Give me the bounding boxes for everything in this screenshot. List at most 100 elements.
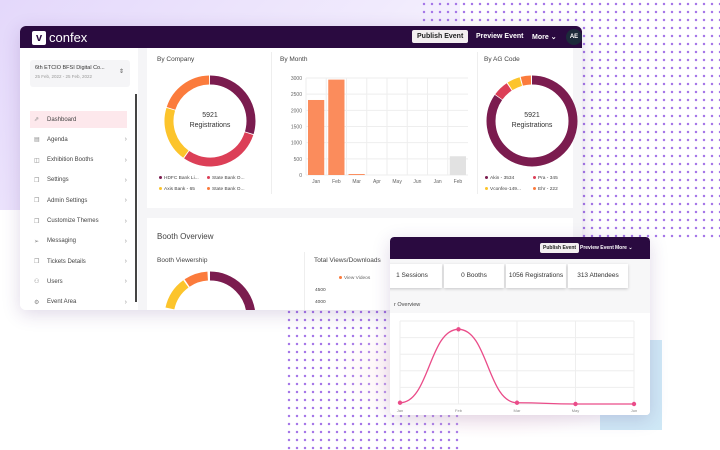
legend-item[interactable]: State Bank O... <box>207 176 245 181</box>
sidebar-item-label: Dashboard <box>47 116 77 123</box>
legend-item[interactable]: Akin - 3534 <box>485 176 514 181</box>
logo[interactable]: v confex <box>32 30 87 45</box>
up-down-icon: ⇕ <box>118 69 124 75</box>
stat-card: 1 Sessions <box>390 264 442 288</box>
y-tick: 4000 <box>315 300 326 305</box>
chevron-right-icon: › <box>124 197 127 205</box>
x-tick-label: May <box>572 408 580 413</box>
x-tick-label: Mar <box>514 408 522 413</box>
x-tick-label: Jan <box>434 179 442 185</box>
center-value: 5921 <box>202 112 218 119</box>
logo-mark: v <box>32 30 46 45</box>
data-point[interactable] <box>631 401 637 407</box>
booth-icon: ◫ <box>34 157 40 164</box>
chevron-down-icon: ⌄ <box>550 34 557 41</box>
donut-slice[interactable] <box>164 75 256 167</box>
legend-item[interactable]: State Bank O... <box>207 187 245 192</box>
bar[interactable] <box>328 79 345 175</box>
preview-event-link[interactable]: Preview Event <box>476 33 524 40</box>
x-tick-label: Feb <box>454 179 463 185</box>
sidebar-item-agenda[interactable]: ▤ Agenda › <box>30 131 127 148</box>
legend-item[interactable]: Ehr - 222 <box>533 187 558 192</box>
sidebar-item-label: Settings <box>47 177 69 184</box>
line-series <box>399 328 635 405</box>
chevron-right-icon: › <box>124 298 127 306</box>
dashboard-icon: ⇗ <box>34 117 40 123</box>
legend-label: State Bank O... <box>212 176 245 181</box>
donut-slice[interactable] <box>163 74 257 168</box>
event-dates: 25 Feb, 2022 - 25 Feb, 2022 <box>35 74 93 79</box>
legend-label: Vconfex-149... <box>490 187 521 192</box>
event-title: 6th ETCIO BFSI Digital Co... <box>35 65 105 71</box>
donut-slice[interactable] <box>486 75 578 167</box>
chevron-right-icon: › <box>124 278 127 286</box>
logo-text: confex <box>49 30 88 45</box>
registrations-card: By Company 5921 Registrations HDFC Bank L… <box>147 48 578 208</box>
legend-view-videos: View Videos <box>339 276 370 281</box>
by-company-center: 5921 Registrations <box>163 111 257 131</box>
by-month-title: By Month <box>280 56 308 63</box>
x-tick-label: Jan <box>397 408 403 413</box>
legend-label: HDFC Bank Li... <box>164 176 199 181</box>
y-tick-label: 500 <box>294 157 303 163</box>
bar[interactable] <box>348 174 365 175</box>
legend-label: Axis Bank - 65 <box>164 187 195 192</box>
sidebar-item-settings[interactable]: ❐ Settings › <box>30 172 127 189</box>
by-company-donut <box>163 74 257 168</box>
x-tick-label: Jan <box>312 179 320 185</box>
sidebar-item-customize-themes[interactable]: ❐ Customize Themes › <box>30 213 127 230</box>
sidebar-item-messaging[interactable]: ➢ Messaging › <box>30 233 127 250</box>
sidebar-item-label: Customize Themes <box>47 218 99 224</box>
data-point[interactable] <box>456 327 461 332</box>
sidebar-item-dashboard[interactable]: ⇗ Dashboard <box>30 111 127 128</box>
data-point[interactable] <box>514 400 520 405</box>
dashboard-window: v confex Publish Event Preview Event More… <box>20 26 582 310</box>
bar[interactable] <box>449 156 466 175</box>
legend-item[interactable]: HDFC Bank Li... <box>159 176 199 181</box>
chevron-right-icon: › <box>124 176 127 184</box>
sidebar-item-exhibition-booths[interactable]: ◫ Exhibition Booths › <box>30 152 127 169</box>
sidebar-item-event-area[interactable]: ⚙ Event Area › <box>30 294 127 310</box>
more-menu[interactable]: More ⌄ <box>615 245 633 251</box>
publish-event-button[interactable]: Publish Event <box>540 243 580 253</box>
more-menu[interactable]: More ⌄ <box>532 33 557 41</box>
sidebar-scrollbar[interactable] <box>135 94 137 302</box>
y-tick-label: 0 <box>299 173 302 179</box>
more-label: More <box>532 34 549 41</box>
sidebar-item-users[interactable]: ⚇ Users › <box>30 273 127 290</box>
x-tick-label: Feb <box>455 408 463 413</box>
sidebar-item-label: Admin Settings <box>47 197 88 204</box>
gear-icon: ⚙ <box>34 299 40 306</box>
legend-item[interactable]: Vconfex-149... <box>485 187 521 192</box>
x-tick-label: Feb <box>332 179 341 185</box>
top-bar: Publish Event Preview Event More ⌄ <box>390 237 650 259</box>
sidebar-item-tickets-details[interactable]: ❐ Tickets Details › <box>30 253 127 270</box>
send-icon: ➢ <box>34 238 40 245</box>
avatar[interactable]: AE <box>566 29 582 45</box>
event-selector[interactable]: 6th ETCIO BFSI Digital Co... 25 Feb, 202… <box>30 60 130 87</box>
publish-event-button[interactable]: Publish Event <box>412 30 469 43</box>
preview-event-link[interactable]: Preview Event <box>580 245 614 251</box>
data-point[interactable] <box>397 400 403 405</box>
copy-icon: ❐ <box>34 259 40 266</box>
legend-label: View Videos <box>344 276 371 281</box>
by-month-bar-chart: 0 500 1000 1500 2000 2500 3000 Jan Feb Mar Apr May J… <box>291 76 468 185</box>
legend-item[interactable]: Axis Bank - 65 <box>159 187 195 192</box>
legend-label: Ehr - 222 <box>538 187 558 192</box>
agenda-icon: ▤ <box>34 137 40 144</box>
by-company-title: By Company <box>157 56 195 63</box>
x-tick-label: May <box>392 179 402 185</box>
y-tick-label: 2500 <box>291 92 302 98</box>
chevron-right-icon: › <box>124 217 127 225</box>
copy-icon: ❐ <box>34 198 40 205</box>
sidebar-item-label: Tickets Details <box>47 258 86 265</box>
chevron-right-icon: › <box>124 156 127 164</box>
data-point[interactable] <box>573 401 578 407</box>
sidebar-item-admin-settings[interactable]: ❐ Admin Settings › <box>30 192 127 209</box>
legend-item[interactable]: Pra - 345 <box>533 176 558 181</box>
bar[interactable] <box>308 99 325 175</box>
more-label: More <box>615 245 627 251</box>
y-tick-label: 3000 <box>291 76 302 82</box>
booth-viewership-donut <box>164 271 256 310</box>
x-tick-label: Jun <box>413 179 421 185</box>
